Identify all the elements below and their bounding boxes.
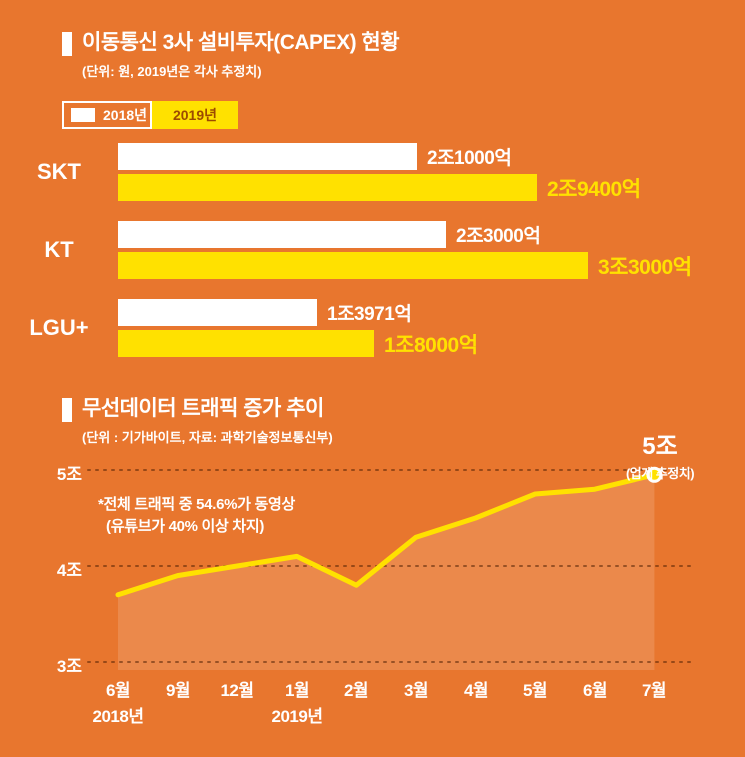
legend-swatch-2018-icon xyxy=(71,108,95,122)
bar-series-2019년: 1조8000억 xyxy=(118,330,478,357)
traffic-title-block: 무선데이터 트래픽 증가 추이 (단위 : 기가바이트, 자료: 과학기술정보통… xyxy=(82,396,333,446)
bar-series-2018년: 1조3971억 xyxy=(118,299,478,326)
capex-subtitle: (단위: 원, 2019년은 각사 추정치) xyxy=(82,64,262,79)
x-axis-label-3: 1월 xyxy=(284,681,310,700)
legend-label-2018: 2018년 xyxy=(103,107,148,123)
bar-SKT-2019년 xyxy=(118,174,537,201)
endpoint-dot-icon xyxy=(646,466,663,483)
capex-title: 이동통신 3사 설비투자(CAPEX) 현황 xyxy=(82,31,400,54)
bar-KT-2018년 xyxy=(118,221,446,248)
annotation-line-1: *전체 트래픽 중 54.6%가 동영상 xyxy=(98,496,296,513)
y-axis-label-5조: 5조 xyxy=(56,465,82,484)
bar-KT-2019년 xyxy=(118,252,588,279)
bar-LGU+-2019년 xyxy=(118,330,374,357)
bar-series-2018년: 2조3000억 xyxy=(118,221,692,248)
traffic-line-chart: *전체 트래픽 중 54.6%가 동영상 (유튜브가 40% 이상 차지) 5조… xyxy=(0,430,745,750)
endpoint-value: 5조 xyxy=(642,433,678,460)
bar-group: 1조3971억 1조8000억 xyxy=(118,299,478,357)
traffic-line-svg xyxy=(87,466,693,670)
bar-value-label: 2조1000억 xyxy=(427,148,512,169)
x-axis-label-4: 2월 xyxy=(343,681,369,700)
bar-LGU+-2018년 xyxy=(118,299,317,326)
traffic-title: 무선데이터 트래픽 증가 추이 xyxy=(82,397,324,420)
traffic-subtitle: (단위 : 기가바이트, 자료: 과학기술정보통신부) xyxy=(82,430,333,445)
bar-row-KT: KT 2조3000억 3조3000억 xyxy=(0,221,745,279)
legend-item-2018: 2018년 xyxy=(62,101,152,129)
endpoint-label: 5조 (업계 추정치) xyxy=(606,426,714,482)
x-axis-year-label: 2019년 xyxy=(271,707,323,726)
x-axis-year-label: 2018년 xyxy=(92,707,144,726)
bar-value-label: 1조3971억 xyxy=(327,304,412,325)
x-axis-label-2: 12월 xyxy=(220,681,254,700)
bar-group: 2조1000억 2조9400억 xyxy=(118,143,641,201)
bar-category-label: SKT xyxy=(37,159,81,184)
bar-row-SKT: SKT 2조1000억 2조9400억 xyxy=(0,143,745,201)
traffic-annotation: *전체 트래픽 중 54.6%가 동영상 (유튜브가 40% 이상 차지) xyxy=(98,494,295,538)
title-marker-icon xyxy=(62,398,72,422)
x-axis-label-7: 5월 xyxy=(522,681,548,700)
bar-series-2018년: 2조1000억 xyxy=(118,143,641,170)
bar-group: 2조3000억 3조3000억 xyxy=(118,221,692,279)
title-marker-icon xyxy=(62,32,72,56)
traffic-section-header: 무선데이터 트래픽 증가 추이 (단위 : 기가바이트, 자료: 과학기술정보통… xyxy=(62,396,333,446)
legend-item-2019: 2019년 xyxy=(152,101,238,129)
traffic-line xyxy=(115,472,657,598)
traffic-area-fill xyxy=(118,474,655,670)
annotation-line-2: (유튜브가 40% 이상 차지) xyxy=(106,518,265,535)
endpoint-note: (업계 추정치) xyxy=(625,466,695,481)
y-axis-label-4조: 4조 xyxy=(56,561,82,580)
bar-value-label: 3조3000억 xyxy=(598,255,692,279)
x-axis-label-1: 9월 xyxy=(165,681,191,700)
bar-SKT-2018년 xyxy=(118,143,417,170)
x-axis-label-6: 4월 xyxy=(463,681,489,700)
bar-series-2019년: 3조3000억 xyxy=(118,252,692,279)
capex-legend: 2018년 2019년 xyxy=(62,101,238,129)
bar-category-label: LGU+ xyxy=(29,315,89,340)
y-axis-label-3조: 3조 xyxy=(56,657,82,676)
capex-section-header: 이동통신 3사 설비투자(CAPEX) 현황 (단위: 원, 2019년은 각사… xyxy=(62,30,400,80)
bar-value-label: 1조8000억 xyxy=(384,333,478,357)
capex-bar-chart: SKT 2조1000억 2조9400억 KT 2조3000억 3조3000억 LGU+ 1조3… xyxy=(0,143,745,377)
x-axis-label-5: 3월 xyxy=(403,681,429,700)
bar-value-label: 2조9400억 xyxy=(547,177,641,201)
x-axis-label-8: 6월 xyxy=(582,681,608,700)
x-axis-label-0: 6월 xyxy=(105,681,131,700)
legend-label-2019: 2019년 xyxy=(172,107,218,123)
bar-value-label: 2조3000억 xyxy=(456,226,541,247)
bar-series-2019년: 2조9400억 xyxy=(118,174,641,201)
bar-row-LGU+: LGU+ 1조3971억 1조8000억 xyxy=(0,299,745,357)
x-axis-label-9: 7월 xyxy=(641,681,667,700)
capex-title-block: 이동통신 3사 설비투자(CAPEX) 현황 (단위: 원, 2019년은 각사… xyxy=(82,30,400,80)
bar-category-label: KT xyxy=(44,237,74,262)
